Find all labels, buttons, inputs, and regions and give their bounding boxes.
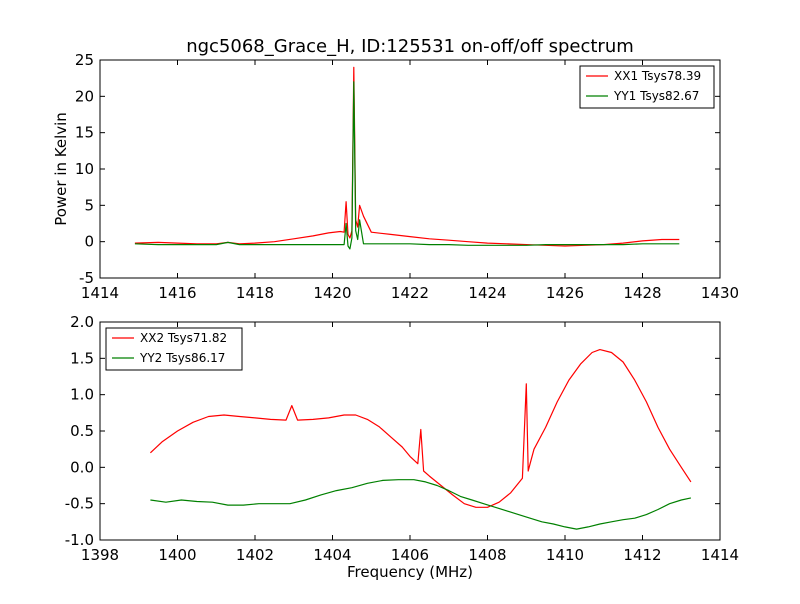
series-group xyxy=(149,349,692,530)
y-tick-label: 25 xyxy=(75,51,94,69)
y-tick-label: 0 xyxy=(84,233,94,251)
bottom-panel: Frequency (MHz) 1398 1400 1402 1404 1406 1408… xyxy=(65,313,739,581)
series-line-2 xyxy=(150,479,692,530)
x-tick-label: 1402 xyxy=(236,546,274,564)
legend-label: XX1 Tsys78.39 xyxy=(614,69,701,83)
tick-group: 1414 1416 1418 1420 1422 1424 1426 1428 1430 -5 0 5… xyxy=(75,51,739,302)
y-tick-label: -5 xyxy=(79,269,94,287)
x-tick-label: 1426 xyxy=(546,284,584,302)
y-tick-label: -0.5 xyxy=(65,495,94,513)
x-tick-label: 1420 xyxy=(313,284,351,302)
x-tick-label: 1400 xyxy=(158,546,196,564)
series-line-1 xyxy=(149,349,692,508)
legend: XX2 Tsys71.82 YY2 Tsys86.17 xyxy=(105,327,243,371)
y-tick-label: -1.0 xyxy=(65,531,94,549)
y-tick-label: 1.0 xyxy=(70,386,94,404)
y-axis-label: Power in Kelvin xyxy=(52,112,70,226)
x-tick-label: 1406 xyxy=(391,546,429,564)
x-tick-label: 1430 xyxy=(701,284,739,302)
legend: XX1 Tsys78.39 YY1 Tsys82.67 xyxy=(579,65,715,109)
x-tick-label: 1424 xyxy=(468,284,506,302)
legend-box xyxy=(579,65,715,109)
y-tick-label: 15 xyxy=(75,124,94,142)
x-tick-label: 1428 xyxy=(623,284,661,302)
y-tick-label: 0.0 xyxy=(70,458,94,476)
x-tick-label: 1414 xyxy=(701,546,739,564)
y-tick-label: 10 xyxy=(75,160,94,178)
tick-group: 1398 1400 1402 1404 1406 1408 1410 1412 1414 -1.0… xyxy=(65,313,739,564)
legend-box xyxy=(105,327,243,371)
x-tick-label: 1398 xyxy=(81,546,119,564)
y-tick-label: 20 xyxy=(75,87,94,105)
x-tick-label: 1404 xyxy=(313,546,351,564)
x-tick-label: 1412 xyxy=(623,546,661,564)
y-tick-label: 1.5 xyxy=(70,349,94,367)
legend-label: XX2 Tsys71.82 xyxy=(140,331,227,345)
x-tick-label: 1414 xyxy=(81,284,119,302)
x-tick-label: 1422 xyxy=(391,284,429,302)
y-tick-label: 5 xyxy=(84,196,94,214)
chart-title: ngc5068_Grace_H, ID:125531 on-off/off sp… xyxy=(186,36,634,57)
series-group xyxy=(134,66,680,250)
x-tick-label: 1408 xyxy=(468,546,506,564)
series-line-2 xyxy=(134,81,680,250)
x-tick-label: 1410 xyxy=(546,546,584,564)
series-line-1 xyxy=(134,66,680,247)
y-tick-label: 0.5 xyxy=(70,422,94,440)
y-tick-label: 2.0 xyxy=(70,313,94,331)
x-axis-label: Frequency (MHz) xyxy=(347,563,473,581)
plot-frame xyxy=(99,59,721,279)
legend-label: YY2 Tsys86.17 xyxy=(139,351,225,365)
x-tick-label: 1416 xyxy=(158,284,196,302)
x-tick-label: 1418 xyxy=(236,284,274,302)
top-panel: ngc5068_Grace_H, ID:125531 on-off/off sp… xyxy=(52,36,739,302)
legend-label: YY1 Tsys82.67 xyxy=(613,89,699,103)
plot-frame xyxy=(99,321,721,541)
